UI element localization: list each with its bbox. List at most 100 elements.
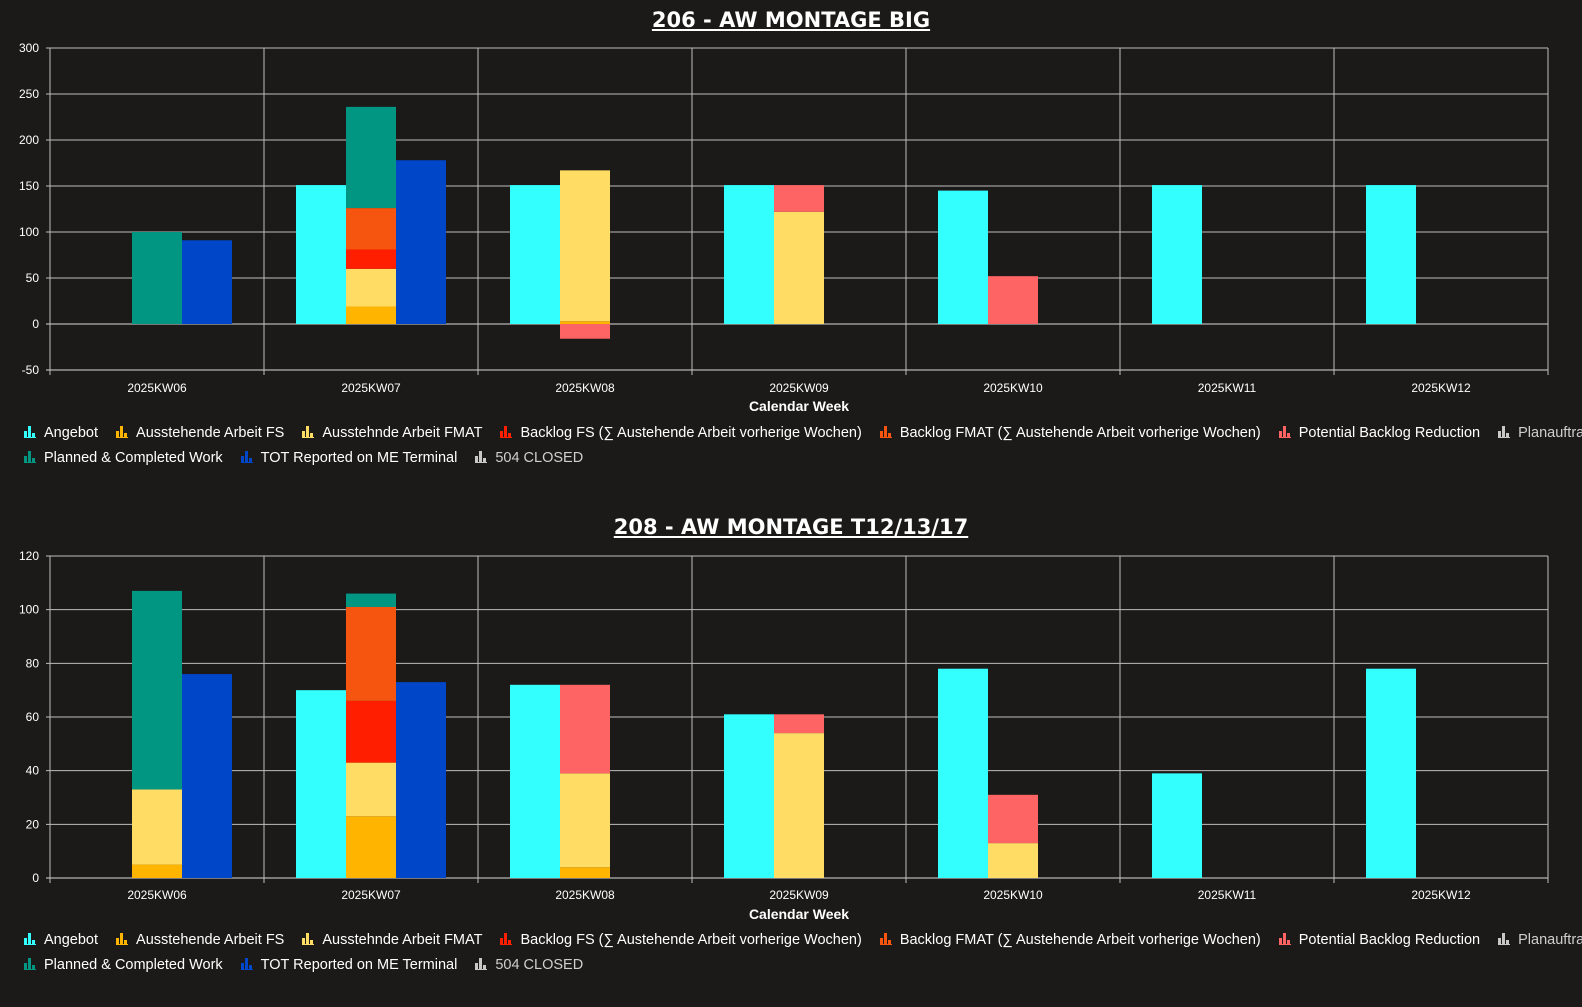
bar-segment — [938, 190, 988, 324]
legend-item[interactable]: Backlog FS (∑ Austehende Arbeit vorherig… — [500, 421, 862, 446]
bar-segment — [396, 160, 446, 324]
legend-label: Angebot — [44, 932, 99, 948]
legend-item[interactable]: Planned & Completed Work — [24, 953, 223, 978]
bar-segment — [132, 864, 182, 878]
legend-item[interactable]: Ausstehnde Arbeit FMAT — [302, 421, 482, 446]
y-tick-label: 0 — [32, 871, 39, 885]
bar-segment — [346, 816, 396, 878]
bar-segment — [560, 324, 610, 339]
bar-segment — [346, 606, 396, 701]
y-tick-label: 80 — [26, 656, 40, 670]
bar-segment — [560, 321, 610, 324]
chart-title: 206 - AW MONTAGE BIG — [651, 8, 931, 32]
y-tick-label: 120 — [19, 549, 39, 563]
bar-chart-icon — [1278, 932, 1292, 945]
legend-row: Planned & Completed Work TOT Reported on … — [24, 953, 1564, 978]
legend-item[interactable]: Planned & Completed Work — [24, 446, 223, 471]
bar-segment — [346, 249, 396, 269]
y-tick-label: -50 — [22, 363, 40, 377]
legend-label: 504 CLOSED — [495, 957, 584, 973]
chart-legend: Angebot Ausstehende Arbeit FS Ausstehnde A… — [24, 421, 1582, 471]
legend-item[interactable]: Angebot — [24, 421, 98, 446]
bar-chart-icon — [1498, 425, 1511, 438]
x-tick-label: 2025KW08 — [555, 888, 615, 902]
legend-item[interactable]: Backlog FS (∑ Austehende Arbeit vorherig… — [500, 928, 862, 953]
bar-chart-icon — [500, 425, 513, 438]
chart-legend: Angebot Ausstehende Arbeit FS Ausstehnde A… — [24, 928, 1582, 978]
bar-segment — [182, 240, 232, 324]
y-tick-label: 40 — [26, 764, 40, 778]
legend-label: Planned & Completed Work — [44, 957, 223, 973]
legend-label: Backlog FMAT (∑ Austehende Arbeit vorher… — [899, 932, 1261, 948]
x-tick-label: 2025KW12 — [1411, 381, 1471, 395]
legend-item[interactable]: Backlog FMAT (∑ Austehende Arbeit vorher… — [879, 421, 1261, 446]
legend-item[interactable]: Planauftraege — [1498, 421, 1582, 446]
bar-chart-icon — [302, 425, 315, 438]
bar-segment — [346, 762, 396, 817]
chart-panel-208: 208 - AW MONTAGE T12/13/17 120 100 80 60 40 2… — [0, 507, 1582, 1007]
y-tick-label: 150 — [19, 179, 39, 193]
bar-segment — [346, 208, 396, 250]
bar-segment — [396, 682, 446, 878]
legend-label: Ausstehnde Arbeit FMAT — [322, 932, 483, 948]
y-tick-label: 20 — [26, 817, 40, 831]
legend-item[interactable]: Potential Backlog Reduction — [1278, 928, 1480, 953]
legend-label: Backlog FMAT (∑ Austehende Arbeit vorher… — [899, 425, 1261, 441]
legend-item[interactable]: TOT Reported on ME Terminal — [240, 446, 458, 471]
y-tick-label: 250 — [19, 87, 39, 101]
bar-segment — [132, 590, 182, 790]
x-tick-label: 2025KW12 — [1411, 888, 1471, 902]
legend-label: Angebot — [44, 425, 99, 441]
legend-item[interactable]: Potential Backlog Reduction — [1278, 421, 1480, 446]
x-tick-label: 2025KW11 — [1198, 888, 1257, 902]
bar-chart-icon — [24, 425, 37, 438]
x-tick-label: 2025KW10 — [983, 381, 1043, 395]
legend-item[interactable]: Backlog FMAT (∑ Austehende Arbeit vorher… — [879, 928, 1261, 953]
bar-segment — [346, 268, 396, 307]
legend-label: Ausstehnde Arbeit FMAT — [322, 425, 483, 441]
legend-label: TOT Reported on ME Terminal — [260, 450, 458, 466]
x-axis-title: Calendar Week — [749, 906, 849, 922]
legend-item[interactable]: Ausstehnde Arbeit FMAT — [302, 928, 482, 953]
legend-label: TOT Reported on ME Terminal — [260, 957, 458, 973]
legend-row: Angebot Ausstehende Arbeit FS Ausstehnde A… — [24, 421, 1582, 446]
legend-item[interactable]: 504 CLOSED — [475, 953, 583, 978]
bar-segment — [1366, 185, 1416, 324]
y-tick-label: 200 — [19, 133, 39, 147]
y-tick-label: 50 — [26, 271, 40, 285]
x-tick-label: 2025KW06 — [127, 381, 187, 395]
legend-item[interactable]: Angebot — [24, 928, 98, 953]
bar-segment — [296, 185, 346, 324]
bar-chart-208: 120 100 80 60 40 20 0 2025KW06 2025KW07 2025KW08 2… — [19, 549, 1549, 922]
x-tick-label: 2025KW08 — [555, 381, 615, 395]
bar-segment — [560, 773, 610, 868]
legend-label: Planauftraege — [1518, 932, 1582, 948]
legend-item[interactable]: Ausstehende Arbeit FS — [116, 928, 284, 953]
legend-item[interactable]: Ausstehende Arbeit FS — [116, 421, 284, 446]
bar-segment — [296, 690, 346, 878]
bar-segment — [346, 306, 396, 324]
bar-segment — [774, 185, 824, 212]
bar-segment — [1366, 668, 1416, 878]
bar-segment — [510, 185, 560, 324]
bar-chart-icon — [24, 932, 37, 945]
bar-segment — [346, 106, 396, 209]
bar-segment — [988, 794, 1038, 844]
legend-label: Planauftraege — [1518, 425, 1582, 441]
bar-chart-icon — [879, 932, 893, 945]
bar-segment — [988, 276, 1038, 324]
bar-chart-icon — [116, 932, 129, 945]
legend-row: Planned & Completed Work TOT Reported on … — [24, 446, 1564, 471]
bar-chart-icon — [24, 450, 37, 463]
y-tick-label: 300 — [19, 41, 39, 55]
legend-item[interactable]: TOT Reported on ME Terminal — [240, 953, 458, 978]
legend-item[interactable]: 504 CLOSED — [475, 446, 583, 471]
x-axis-title: Calendar Week — [749, 398, 849, 414]
bar-segment — [510, 684, 560, 878]
bar-segment — [132, 232, 182, 324]
bar-chart-206: 300 250 200 150 100 50 0 -50 2025KW06 2025KW07 202… — [19, 41, 1549, 414]
legend-label: Ausstehende Arbeit FS — [136, 425, 285, 441]
legend-item[interactable]: Planauftraege — [1498, 928, 1582, 953]
bar-segment — [346, 593, 396, 607]
